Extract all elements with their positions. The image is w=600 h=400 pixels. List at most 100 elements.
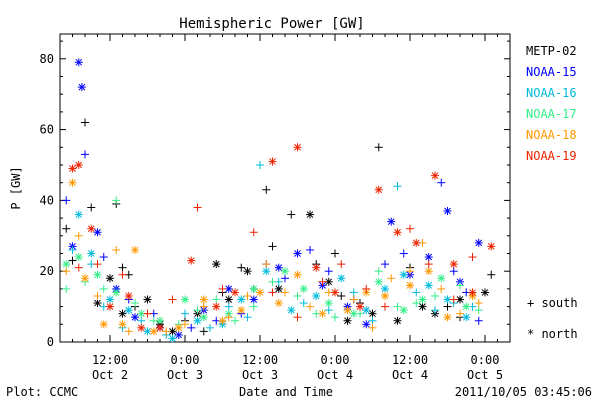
north-point bbox=[456, 295, 464, 304]
south-point bbox=[268, 277, 277, 286]
legend-marker-south: + south bbox=[527, 296, 578, 310]
south-point bbox=[374, 143, 383, 152]
south-point bbox=[412, 288, 421, 297]
south-point bbox=[443, 302, 452, 311]
south-point bbox=[193, 306, 202, 315]
south-point bbox=[99, 284, 108, 293]
y-tick-label: 0 bbox=[47, 335, 54, 349]
north-point bbox=[262, 267, 271, 276]
north-point bbox=[124, 291, 133, 300]
north-point bbox=[256, 288, 264, 297]
north-point bbox=[443, 207, 452, 216]
series-noaa-17 bbox=[62, 196, 483, 329]
plot-timestamp: 2011/10/05 03:45:06 bbox=[455, 385, 592, 399]
north-point bbox=[343, 306, 352, 315]
north-point bbox=[324, 299, 333, 308]
south-point bbox=[181, 309, 189, 318]
south-point bbox=[306, 302, 314, 311]
south-point bbox=[224, 313, 233, 322]
south-point bbox=[281, 274, 289, 283]
south-point bbox=[143, 309, 152, 318]
north-point bbox=[187, 256, 196, 265]
south-point bbox=[393, 182, 402, 191]
south-point bbox=[187, 323, 196, 332]
south-point bbox=[193, 203, 202, 212]
south-point bbox=[337, 260, 346, 269]
south-point bbox=[112, 245, 121, 254]
south-point bbox=[68, 256, 77, 265]
north-point bbox=[293, 249, 302, 258]
south-point bbox=[162, 327, 171, 336]
south-point bbox=[81, 118, 89, 127]
north-point bbox=[181, 295, 189, 304]
south-point bbox=[324, 306, 333, 315]
y-tick-label: 80 bbox=[40, 52, 54, 66]
south-point bbox=[199, 302, 208, 311]
north-point bbox=[224, 295, 233, 304]
north-point bbox=[143, 295, 152, 304]
south-point bbox=[431, 306, 439, 315]
south-point bbox=[199, 327, 208, 336]
north-point bbox=[374, 277, 383, 286]
north-point bbox=[337, 274, 346, 283]
south-point bbox=[393, 302, 402, 311]
south-point bbox=[293, 291, 302, 300]
south-point bbox=[243, 291, 252, 300]
north-point bbox=[99, 320, 108, 329]
south-point bbox=[349, 295, 358, 304]
y-tick-label: 20 bbox=[40, 264, 54, 278]
south-point bbox=[74, 231, 83, 240]
y-tick-label: 60 bbox=[40, 123, 54, 137]
north-point bbox=[349, 309, 358, 318]
north-point bbox=[481, 288, 489, 297]
south-point bbox=[281, 288, 289, 297]
series-noaa-18 bbox=[62, 178, 483, 336]
north-point bbox=[131, 245, 139, 254]
north-point bbox=[74, 160, 83, 169]
south-point bbox=[474, 299, 483, 308]
south-point bbox=[387, 274, 396, 283]
south-point bbox=[349, 288, 358, 297]
north-point bbox=[362, 306, 371, 315]
y-axis: 0 20 40 60 80 bbox=[40, 40, 510, 349]
south-point bbox=[474, 316, 483, 325]
x-tick-date: Oct 5 bbox=[467, 368, 503, 382]
south-point bbox=[68, 245, 77, 254]
south-point bbox=[231, 316, 239, 325]
south-point bbox=[62, 267, 71, 276]
north-point bbox=[237, 295, 246, 304]
south-point bbox=[437, 178, 446, 187]
north-point bbox=[468, 288, 477, 297]
plot-credit: Plot: CCMC bbox=[6, 385, 78, 399]
north-point bbox=[393, 228, 402, 237]
north-point bbox=[393, 316, 402, 325]
south-point bbox=[487, 270, 496, 279]
south-point bbox=[212, 295, 221, 304]
north-point bbox=[218, 316, 227, 325]
north-point bbox=[418, 295, 427, 304]
south-point bbox=[206, 323, 214, 332]
south-point bbox=[224, 302, 233, 311]
south-point bbox=[168, 295, 177, 304]
south-point bbox=[449, 295, 458, 304]
north-point bbox=[293, 143, 302, 152]
north-point bbox=[143, 327, 152, 336]
north-point bbox=[381, 284, 389, 293]
north-point bbox=[368, 309, 377, 318]
north-point bbox=[118, 320, 127, 329]
north-point bbox=[274, 284, 283, 293]
north-point bbox=[462, 302, 471, 311]
south-point bbox=[62, 224, 71, 233]
north-point bbox=[343, 316, 352, 325]
south-point bbox=[331, 313, 339, 322]
x-tick-date: Oct 2 bbox=[92, 368, 128, 382]
south-point bbox=[406, 224, 414, 233]
south-point bbox=[299, 299, 308, 308]
north-point bbox=[168, 334, 177, 343]
south-point bbox=[93, 291, 102, 300]
south-point bbox=[118, 263, 127, 272]
x-tick-time: 0:00 bbox=[171, 353, 200, 367]
north-point bbox=[274, 263, 283, 272]
south-point bbox=[262, 260, 271, 269]
